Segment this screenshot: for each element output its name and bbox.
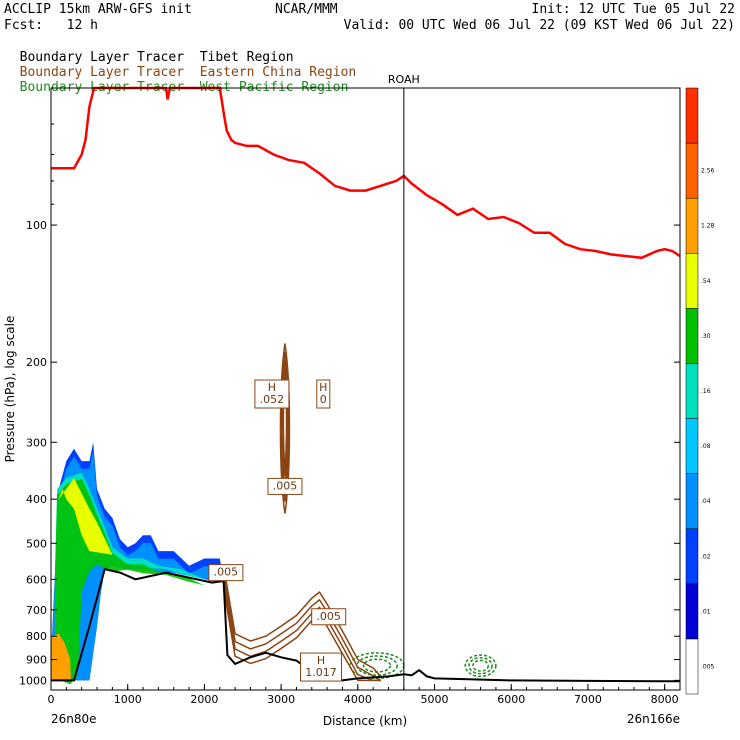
- x-tick-label: 6000: [497, 693, 525, 706]
- contour-annotation-box: [300, 652, 343, 682]
- y-tick-label: 600: [26, 573, 47, 586]
- colorbar-segment: [685, 528, 699, 585]
- roah-marker-label: ROAH: [388, 73, 420, 86]
- west-pacific-contour: [472, 659, 489, 672]
- tracer-shading-layer: [51, 442, 224, 685]
- contour-annotation-box: [311, 608, 347, 626]
- eastern-china-low-contour: [222, 573, 382, 682]
- x-tick-label: 5000: [421, 693, 449, 706]
- colorbar-tick-label: 1.28: [701, 223, 715, 230]
- tracer-prefix: Boundary Layer Tracer: [19, 65, 185, 80]
- colorbar-segment: [685, 197, 699, 254]
- eastern-china-contours: [222, 343, 382, 682]
- colorbar-tick-label: .02: [701, 553, 711, 560]
- forecast-hour: Fcst: 12 h: [4, 18, 98, 33]
- tracer-legend-eastern-china: Boundary Layer Tracer Eastern China Regi…: [4, 50, 357, 80]
- end-location-label: 26n166e: [627, 712, 680, 726]
- tracer-legend-tibet: Boundary Layer Tracer Tibet Region: [4, 35, 294, 65]
- contour-annotation-text: .005: [273, 479, 298, 492]
- y-tick-label: 800: [26, 630, 47, 643]
- contour-annotation-text: H: [319, 381, 327, 394]
- y-tick-label: 1000: [19, 674, 47, 687]
- colorbar-segment: [685, 363, 699, 419]
- contour-annotation-text: .005: [316, 610, 341, 623]
- tracer-prefix: Boundary Layer Tracer: [19, 50, 185, 65]
- y-tick-label: 900: [26, 654, 47, 667]
- colorbar-segment: [685, 473, 699, 529]
- y-tick-label: 500: [26, 537, 47, 550]
- y-tick-label: 700: [26, 604, 47, 617]
- eastern-china-low-contour: [222, 565, 382, 677]
- model-title: ACCLIP 15km ARW-GFS init: [4, 2, 192, 17]
- colorbar-segment: [685, 142, 699, 199]
- tracer-shade-max: [51, 633, 71, 681]
- contour-annotation-text: H: [317, 654, 325, 667]
- colorbar-tick-label: .30: [701, 333, 711, 340]
- x-tick-label: 0: [48, 693, 55, 706]
- contour-annotation-text: H: [268, 381, 276, 394]
- y-tick-label: 100: [26, 219, 47, 232]
- colorbar-tick-label: .01: [701, 608, 711, 615]
- tracer-region: Tibet Region: [199, 50, 294, 65]
- x-tick-label: 4000: [344, 693, 372, 706]
- west-pacific-contour: [468, 656, 493, 675]
- colorbar-segment: [685, 638, 699, 695]
- x-tick-label: 8000: [651, 693, 679, 706]
- y-axis-label: Pressure (hPa), log scale: [3, 316, 17, 463]
- org-label: NCAR/MMM: [275, 2, 338, 17]
- colorbar-segment: [685, 418, 699, 474]
- plot-frame: [50, 87, 681, 691]
- colorbar-segment: [685, 308, 699, 364]
- contour-annotation-box: [267, 477, 303, 495]
- colorbar-segment: [685, 87, 699, 144]
- contour-annotation-box: [316, 379, 331, 409]
- colorbar-tick-label: .005: [701, 663, 715, 670]
- contour-annotation-box: [254, 379, 290, 409]
- colorbar-tick-label: .08: [701, 443, 711, 450]
- y-tick-label: 400: [26, 493, 47, 506]
- x-tick-label: 7000: [574, 693, 602, 706]
- start-location-label: 26n80e: [51, 712, 97, 726]
- x-axis-label: Distance (km): [323, 714, 407, 728]
- axis-ticks: 0 1000 2000 3000 4000 5000 6000 7000 80001002003…: [19, 123, 681, 706]
- valid-time: Valid: 00 UTC Wed 06 Jul 22 (09 KST Wed …: [343, 18, 735, 33]
- line-layer: [51, 86, 681, 690]
- y-tick-label: 300: [26, 436, 47, 449]
- contour-annotation-box: [208, 564, 244, 582]
- x-tick-label: 3000: [267, 693, 295, 706]
- contour-annotation-text: 1.017: [305, 666, 337, 679]
- colorbar-tick-label: .54: [701, 278, 711, 285]
- tropopause-line: [51, 86, 681, 260]
- y-tick-label: 200: [26, 356, 47, 369]
- west-pacific-contour: [464, 654, 497, 678]
- colorbar-tick-label: .16: [701, 388, 711, 395]
- colorbar-segment: [685, 253, 699, 309]
- init-time: Init: 12 UTC Tue 05 Jul 22: [531, 2, 736, 17]
- colorbar-tick-label: 2.56: [701, 168, 715, 175]
- contour-annotation-text: .005: [214, 566, 239, 579]
- contour-annotation-text: 0: [320, 393, 327, 406]
- colorbar-segment: [685, 583, 699, 640]
- tracer-region: Eastern China Region: [199, 65, 357, 80]
- tracer-shade-high: [58, 478, 113, 555]
- colorbar: .005 .01 .02 .04 .08 .16 .30 .54 1.28 2.56: [685, 87, 715, 695]
- x-tick-label: 1000: [114, 693, 142, 706]
- colorbar-tick-label: .04: [701, 498, 711, 505]
- contour-annotation-text: .052: [260, 393, 285, 406]
- x-tick-label: 2000: [190, 693, 218, 706]
- ground-surface-line: [51, 568, 680, 683]
